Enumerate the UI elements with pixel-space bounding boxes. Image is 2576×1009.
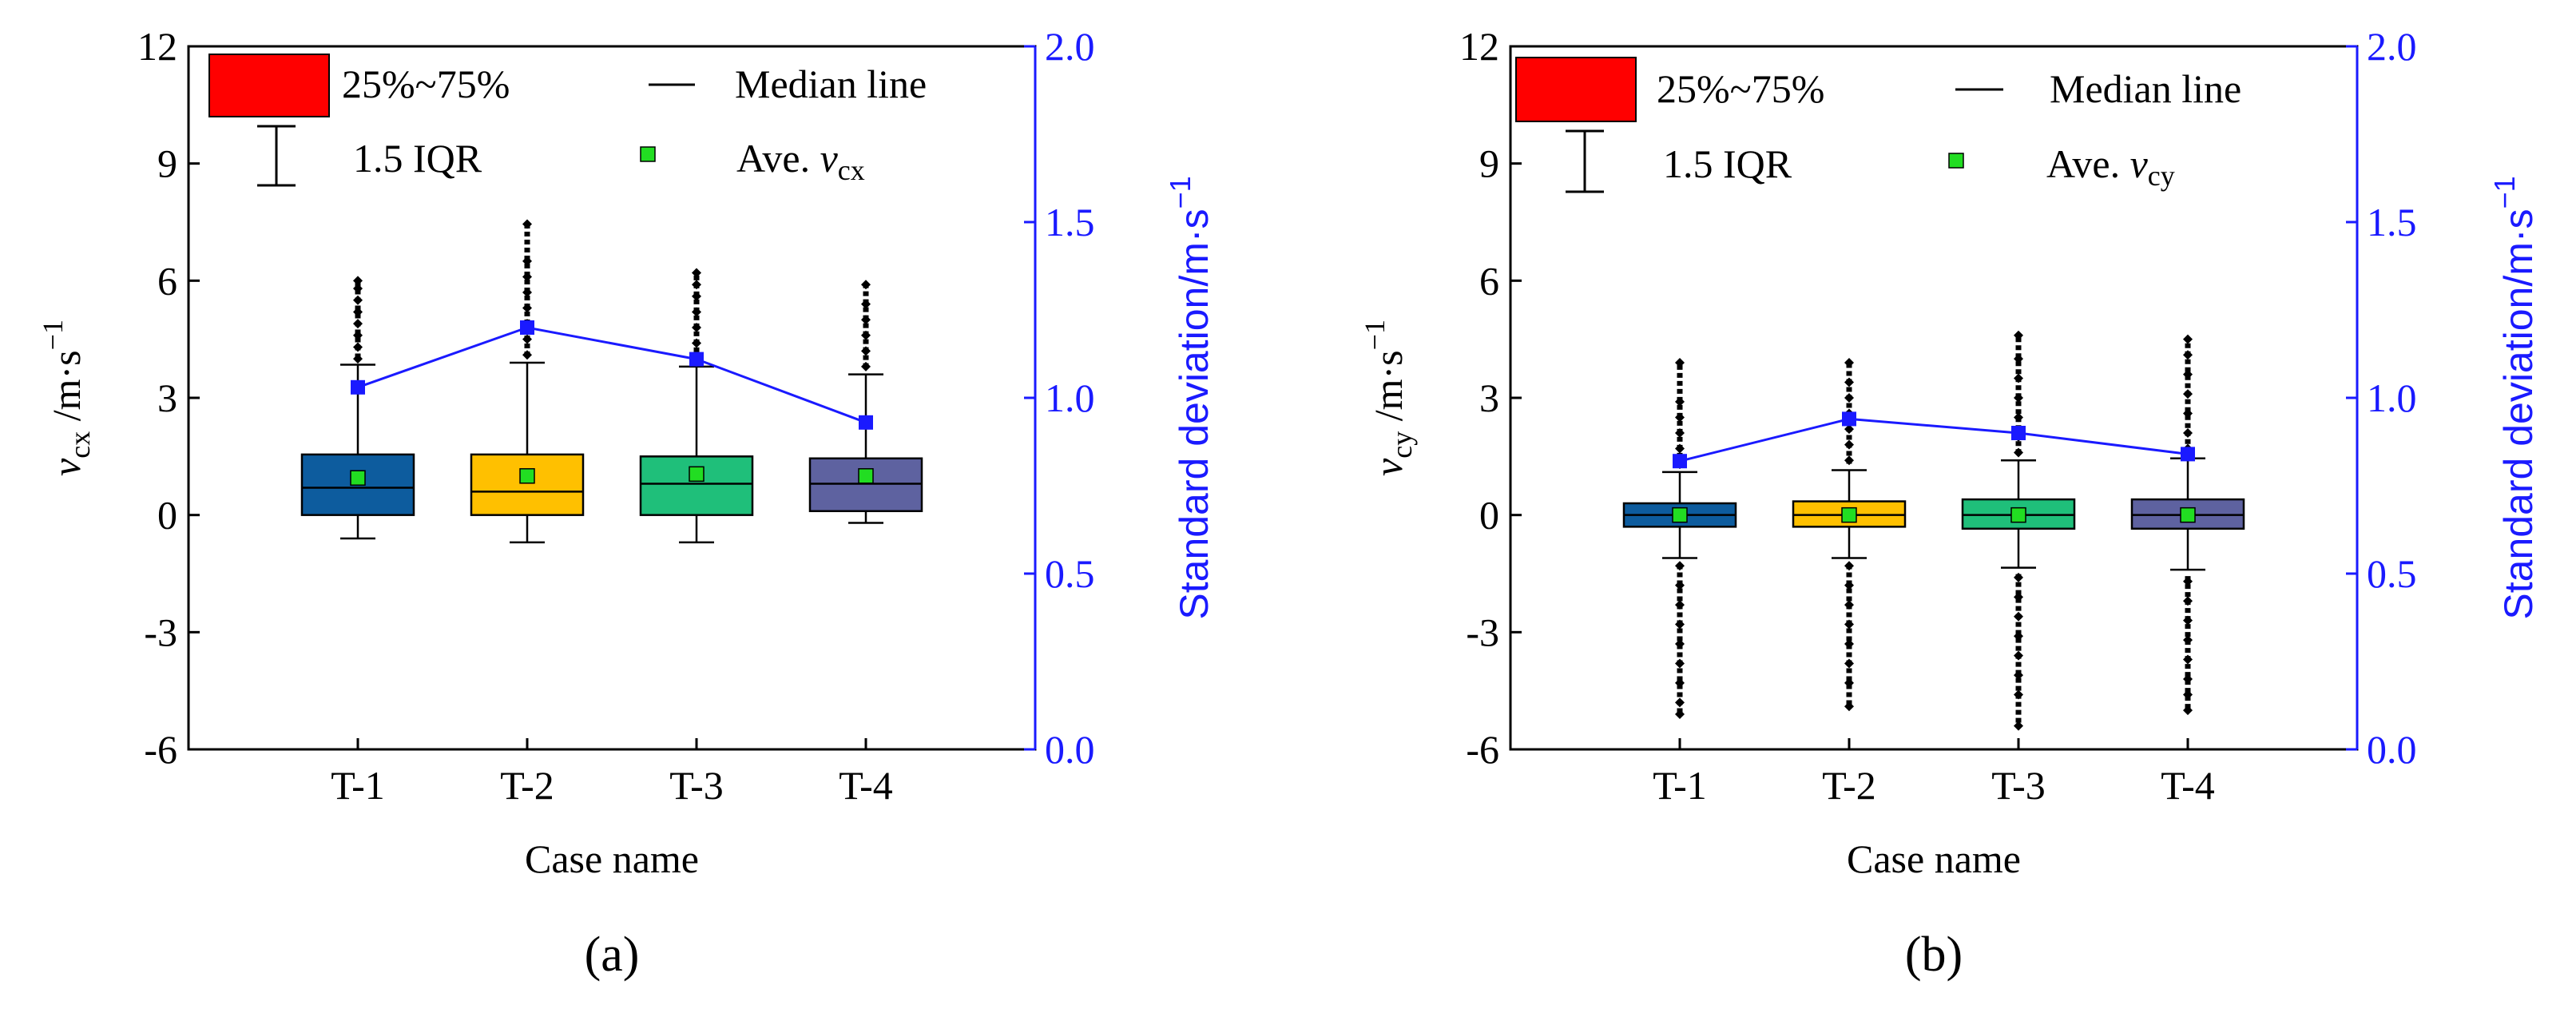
- legend-box-swatch-b: [1515, 57, 1637, 122]
- mean-marker: [689, 466, 705, 483]
- y-tick-label: -3: [1466, 610, 1499, 654]
- mean-marker: [858, 468, 874, 484]
- iqr-box: [470, 453, 585, 516]
- mean-marker: [2180, 506, 2196, 523]
- std-dev-point: [1673, 454, 1687, 469]
- legend-ave-label-b: Ave. vcy: [2046, 141, 2175, 192]
- legend-ave-swatch-b: [1948, 153, 1964, 169]
- y-tick-label: 12: [137, 24, 177, 69]
- mean-marker: [350, 470, 366, 486]
- panel-b: -6 -3 0 3 6 9 12 0.0 0.5 1.0 1.5 2.0 T-1 T-2 T-3 T-4 25…: [1359, 24, 2541, 982]
- y-right-axis-title-b: Standard deviation/m·s−1: [2488, 176, 2541, 619]
- panel-label-a: (a): [585, 928, 640, 982]
- std-dev-point: [351, 379, 365, 395]
- y-right-tick-label: 0.5: [2367, 551, 2417, 596]
- y-tick-label: -3: [144, 610, 177, 654]
- y-right-tick-label: 1.0: [2367, 375, 2417, 420]
- mean-marker: [1841, 506, 1857, 523]
- y-tick-label: 9: [1479, 141, 1499, 186]
- y-right-tick-label: 1.5: [1045, 200, 1095, 244]
- x-tick-label: T-2: [500, 763, 554, 808]
- y-right-tick-label: 0.0: [1045, 727, 1095, 772]
- std-dev-line: [357, 326, 867, 424]
- mean-marker: [519, 468, 535, 484]
- x-axis-title-a: Case name: [525, 836, 699, 881]
- y-right-tick-label: 0.0: [2367, 727, 2417, 772]
- y-axis-title-a: vcx /m·s−1: [37, 320, 96, 476]
- y-tick-label: 3: [1479, 375, 1499, 420]
- y-right-axis-title-a: Standard deviation/m·s−1: [1164, 176, 1217, 619]
- x-tick-label: T-4: [839, 763, 893, 808]
- legend-iqr-swatch-a: [257, 125, 296, 187]
- legend-a: 25%~75% Median line 1.5 IQR Ave. vcx: [208, 54, 927, 187]
- plot-frame-a: [187, 45, 1037, 751]
- plot-frame-b: [1509, 45, 2359, 751]
- y-tick-label: 0: [157, 493, 177, 538]
- outlier-point: [2014, 721, 2023, 731]
- y-right-tick-label: 0.5: [1045, 551, 1095, 596]
- std-dev-point: [2181, 447, 2195, 462]
- x-tick-label: T-3: [669, 763, 724, 808]
- x-tick-label: T-3: [1991, 763, 2046, 808]
- y-right-tick-label: 2.0: [2367, 24, 2417, 69]
- legend-ave-swatch-a: [640, 146, 656, 162]
- mean-marker: [2010, 506, 2026, 523]
- x-tick-label: T-4: [2161, 763, 2215, 808]
- y-right-tick-label: 2.0: [1045, 24, 1095, 69]
- legend-median-label-b: Median line: [2050, 66, 2241, 111]
- std-dev-point: [1842, 411, 1856, 427]
- panel-label-b: (b): [1905, 928, 1963, 982]
- y-tick-label: 0: [1479, 493, 1499, 538]
- legend-iqr-label-b: 1.5 IQR: [1663, 141, 1792, 186]
- std-dev-point: [2011, 426, 2026, 440]
- std-dev-line: [1679, 417, 2189, 463]
- y-tick-label: 12: [1459, 24, 1499, 69]
- legend-box-label-b: 25%~75%: [1657, 66, 1824, 111]
- y-tick-label: 9: [157, 141, 177, 186]
- y-tick-label: 3: [157, 375, 177, 420]
- std-dev-point: [859, 415, 873, 430]
- legend-iqr-label-a: 1.5 IQR: [353, 136, 482, 181]
- x-axis-title-b: Case name: [1847, 836, 2021, 881]
- legend-box-label-a: 25%~75%: [342, 62, 510, 106]
- std-dev-point: [689, 352, 704, 367]
- y-right-tick-label: 1.0: [1045, 375, 1095, 420]
- y-axis-title-b: vcy /m·s−1: [1359, 320, 1418, 476]
- legend-box-swatch-a: [208, 54, 330, 117]
- iqr-box: [639, 455, 754, 516]
- x-tick-label: T-1: [1653, 763, 1707, 808]
- legend-ave-label-a: Ave. vcx: [736, 136, 865, 186]
- y-right-tick-label: 1.5: [2367, 200, 2417, 244]
- outlier-point: [692, 268, 701, 278]
- legend-median-label-a: Median line: [735, 62, 927, 106]
- y-tick-label: -6: [1466, 727, 1499, 772]
- x-tick-label: T-1: [331, 763, 385, 808]
- y-tick-label: 6: [157, 258, 177, 303]
- x-tick-label: T-2: [1822, 763, 1876, 808]
- mean-marker: [1672, 506, 1688, 523]
- panel-a: -6 -3 0 3 6 9 12 0.0 0.5 1.0 1.5 2.0 T-1 T-2 T-3 T-4 25…: [37, 24, 1217, 982]
- legend-iqr-swatch-b: [1566, 129, 1604, 193]
- y-tick-label: 6: [1479, 258, 1499, 303]
- legend-b: 25%~75% Median line 1.5 IQR Ave. vcy: [1515, 57, 2241, 193]
- std-dev-point: [520, 320, 534, 335]
- y-tick-label: -6: [144, 727, 177, 772]
